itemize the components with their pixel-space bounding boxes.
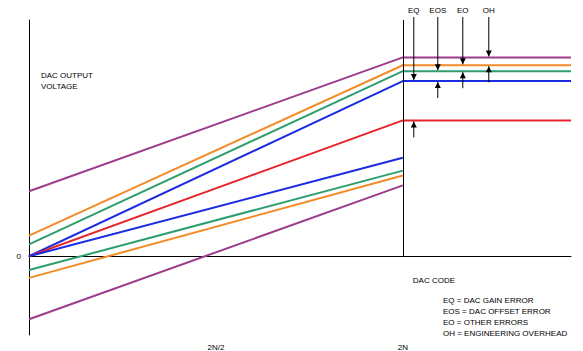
svg-text:EQ: EQ bbox=[408, 6, 420, 15]
svg-text:OH: OH bbox=[483, 6, 495, 15]
svg-text:EQ = DAC GAIN ERROR: EQ = DAC GAIN ERROR bbox=[443, 296, 534, 305]
svg-text:OH = ENGINEERING OVERHEAD: OH = ENGINEERING OVERHEAD bbox=[443, 329, 567, 338]
svg-text:2N: 2N bbox=[398, 343, 408, 351]
svg-text:0: 0 bbox=[17, 252, 22, 261]
svg-text:VOLTAGE: VOLTAGE bbox=[41, 82, 78, 91]
svg-text:EO: EO bbox=[457, 6, 469, 15]
svg-text:EO = OTHER ERRORS: EO = OTHER ERRORS bbox=[443, 318, 528, 327]
svg-text:DAC OUTPUT: DAC OUTPUT bbox=[41, 71, 95, 80]
svg-text:EOS = DAC OFFSET ERROR: EOS = DAC OFFSET ERROR bbox=[443, 307, 551, 316]
svg-text:DAC CODE: DAC CODE bbox=[413, 276, 455, 285]
svg-text:EOS: EOS bbox=[429, 6, 446, 15]
svg-text:2N/2: 2N/2 bbox=[207, 343, 224, 351]
